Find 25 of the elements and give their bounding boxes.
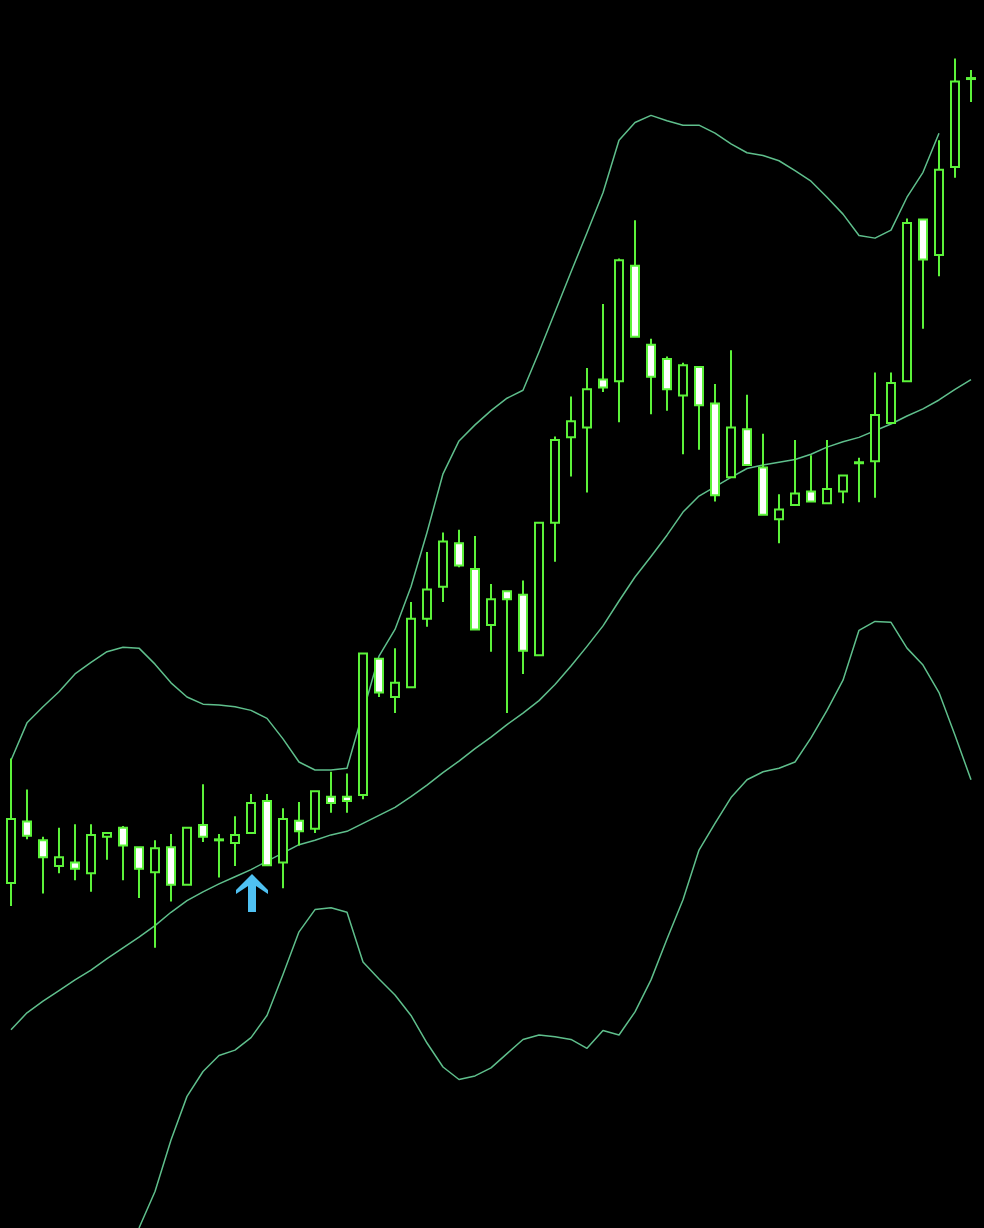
- candlestick: [22, 788, 32, 841]
- candlestick: [342, 772, 352, 814]
- candlestick: [502, 590, 512, 715]
- candlestick: [774, 493, 784, 545]
- candlestick: [38, 835, 48, 895]
- candlestick: [214, 833, 224, 879]
- candlestick: [326, 770, 336, 814]
- candlestick: [390, 647, 400, 715]
- candlestick: [134, 846, 144, 900]
- candlestick: [838, 474, 848, 505]
- candlestick: [806, 454, 816, 503]
- candlestick: [966, 69, 976, 104]
- candlestick: [294, 800, 304, 847]
- candlestick: [822, 439, 832, 505]
- candlestick: [454, 528, 464, 569]
- candlestick: [230, 815, 240, 868]
- candlestick: [566, 395, 576, 478]
- candlestick: [598, 302, 608, 393]
- candlestick: [198, 783, 208, 844]
- candlestick: [854, 456, 864, 504]
- candlestick: [70, 823, 80, 882]
- candlestick: [54, 826, 64, 875]
- candlestick: [102, 832, 112, 861]
- candlestick: [118, 825, 128, 882]
- candlestick: [790, 439, 800, 506]
